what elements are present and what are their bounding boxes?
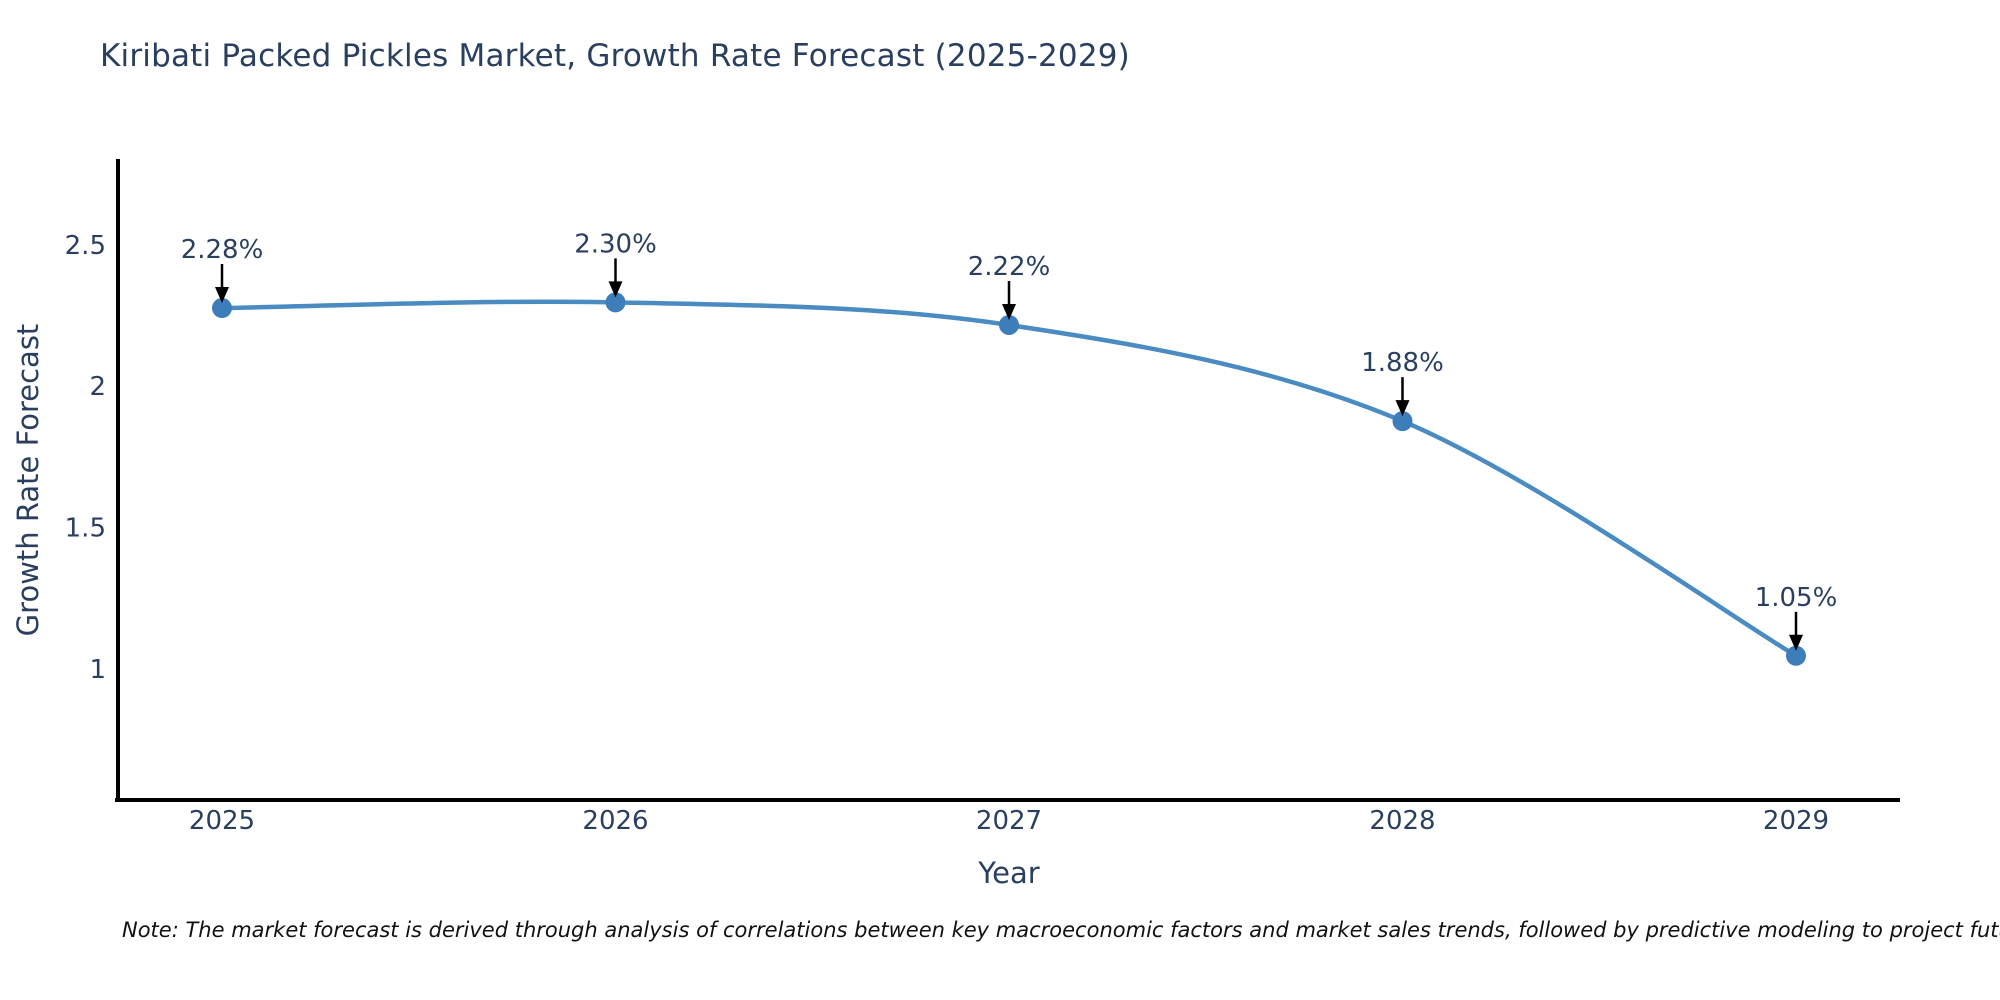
data-point-marker — [999, 314, 1019, 335]
data-point-marker — [605, 292, 626, 313]
y-tick-label: 2.5 — [65, 231, 106, 261]
annotation-arrow-head — [1395, 400, 1410, 417]
annotation-arrow-head — [1002, 303, 1016, 320]
x-axis-title: Year — [978, 856, 1040, 890]
data-point-marker — [1392, 411, 1413, 432]
annotation-arrow-head — [215, 287, 229, 304]
y-tick-label: 2 — [89, 372, 106, 402]
x-tick-label: 2028 — [1369, 806, 1435, 836]
x-tick-label: 2025 — [189, 806, 255, 836]
annotation-arrow-head — [1789, 634, 1803, 651]
x-tick-label: 2027 — [976, 806, 1042, 836]
data-point-label: 1.88% — [1361, 348, 1444, 378]
footnote: Note: The market forecast is derived thr… — [122, 918, 2000, 942]
data-point-label: 2.22% — [968, 252, 1051, 282]
data-point-label: 2.28% — [181, 235, 264, 265]
x-tick-label: 2029 — [1763, 806, 1829, 836]
data-point-label: 1.05% — [1755, 583, 1838, 613]
x-tick-label: 2026 — [582, 806, 648, 836]
forecast-line — [219, 299, 1799, 659]
y-tick-label: 1 — [89, 655, 106, 685]
chart-title: Kiribati Packed Pickles Market, Growth R… — [100, 38, 1130, 74]
y-tick-label: 1.5 — [65, 514, 106, 544]
data-point-marker — [1786, 645, 1806, 666]
data-point-label: 2.30% — [574, 229, 657, 259]
data-point-marker — [212, 298, 232, 319]
annotation-arrow-head — [608, 281, 623, 298]
